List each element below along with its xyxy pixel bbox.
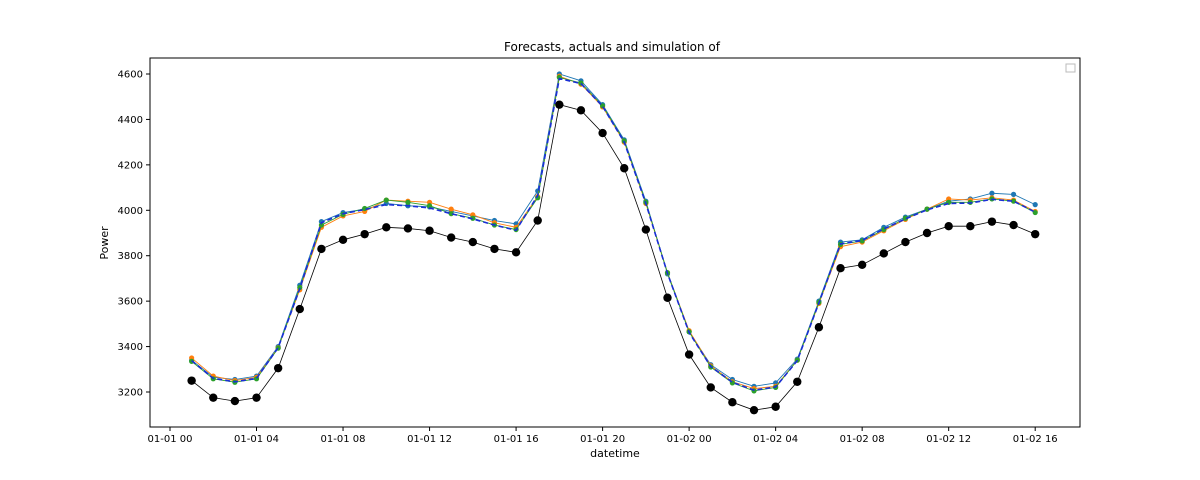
data-point [922,228,932,238]
x-axis-label: datetime [590,447,640,460]
data-point [295,304,304,314]
series-0 [189,71,1038,389]
data-point [944,221,953,231]
x-tick-label: 01-01 12 [407,434,452,445]
data-point [857,260,867,269]
data-point [641,225,651,234]
data-point [663,293,672,302]
data-point [1031,229,1040,239]
x-tick-label: 01-01 20 [580,434,625,445]
y-tick-label: 4400 [118,115,143,126]
x-tick-label: 01-01 00 [148,434,193,445]
data-point [468,237,478,247]
x-tick-label: 01-01 16 [494,434,539,445]
data-point [382,223,391,232]
data-point [814,323,824,332]
x-tick-label: 01-02 12 [926,434,971,445]
data-point [446,233,456,242]
data-point [490,244,499,254]
data-point [620,164,629,173]
data-point [511,248,521,257]
y-tick-label: 4600 [118,70,143,81]
data-point [533,216,542,225]
y-tick-label: 3600 [118,297,143,308]
y-axis-label: Power [98,226,111,260]
data-point [209,393,218,402]
plot-area [149,57,1081,428]
data-point [706,383,715,392]
legend-box [1065,63,1076,73]
data-point [728,398,737,407]
data-point [403,224,413,233]
data-point [1032,202,1038,208]
data-point [230,396,240,406]
x-axis: 01-01 00 01-01 04 01-01 08 01-01 12 01-01 16… [148,427,1058,445]
x-tick-label: 01-02 16 [1013,434,1058,445]
data-point [187,376,196,385]
data-point [1032,209,1038,216]
data-point [987,217,997,226]
y-tick-label: 3200 [118,388,143,399]
series-line [191,73,1036,387]
series-2 [189,74,1038,394]
data-point [448,206,454,212]
data-point [383,197,389,203]
data-point [749,405,759,415]
data-point [1009,220,1018,230]
data-point [405,199,411,205]
data-point [470,215,476,221]
data-point [924,206,930,212]
y-tick-label: 4000 [118,206,143,217]
y-tick-label: 3800 [118,251,143,262]
data-point [902,215,909,221]
data-point [318,222,325,228]
chart-title: Forecasts, actuals and simulation of [504,40,721,54]
data-point [297,284,303,291]
series-layer [187,71,1040,415]
data-point [338,235,348,245]
y-tick-label: 3400 [118,342,143,353]
series-line [191,104,1036,411]
x-tick-label: 01-02 00 [667,434,712,445]
data-point [1010,191,1017,197]
data-point [426,203,433,209]
x-tick-label: 01-02 04 [753,434,798,445]
x-tick-label: 01-02 08 [840,434,885,445]
data-point [252,393,261,402]
data-point [598,128,607,138]
data-point [793,377,802,386]
series-line [191,77,1036,392]
data-point [576,106,586,115]
data-point [425,226,434,235]
y-tick-label: 4200 [118,160,143,171]
data-point [879,249,888,258]
data-point [448,211,454,217]
data-point [317,244,326,254]
data-point [771,402,780,411]
data-point [273,363,283,373]
data-point [836,264,845,273]
data-point [555,100,564,109]
x-tick-label: 01-01 04 [234,434,279,445]
data-point [966,221,975,231]
series-3 [191,77,1036,392]
x-tick-label: 01-01 08 [321,434,366,445]
series-4 [187,100,1040,415]
data-point [989,190,995,196]
data-point [901,237,910,247]
data-point [360,229,369,239]
data-point [684,350,694,359]
y-axis: 3200 3400 3600 3800 4000 4200 4400 4600 [118,70,150,399]
series-1 [189,73,1038,392]
